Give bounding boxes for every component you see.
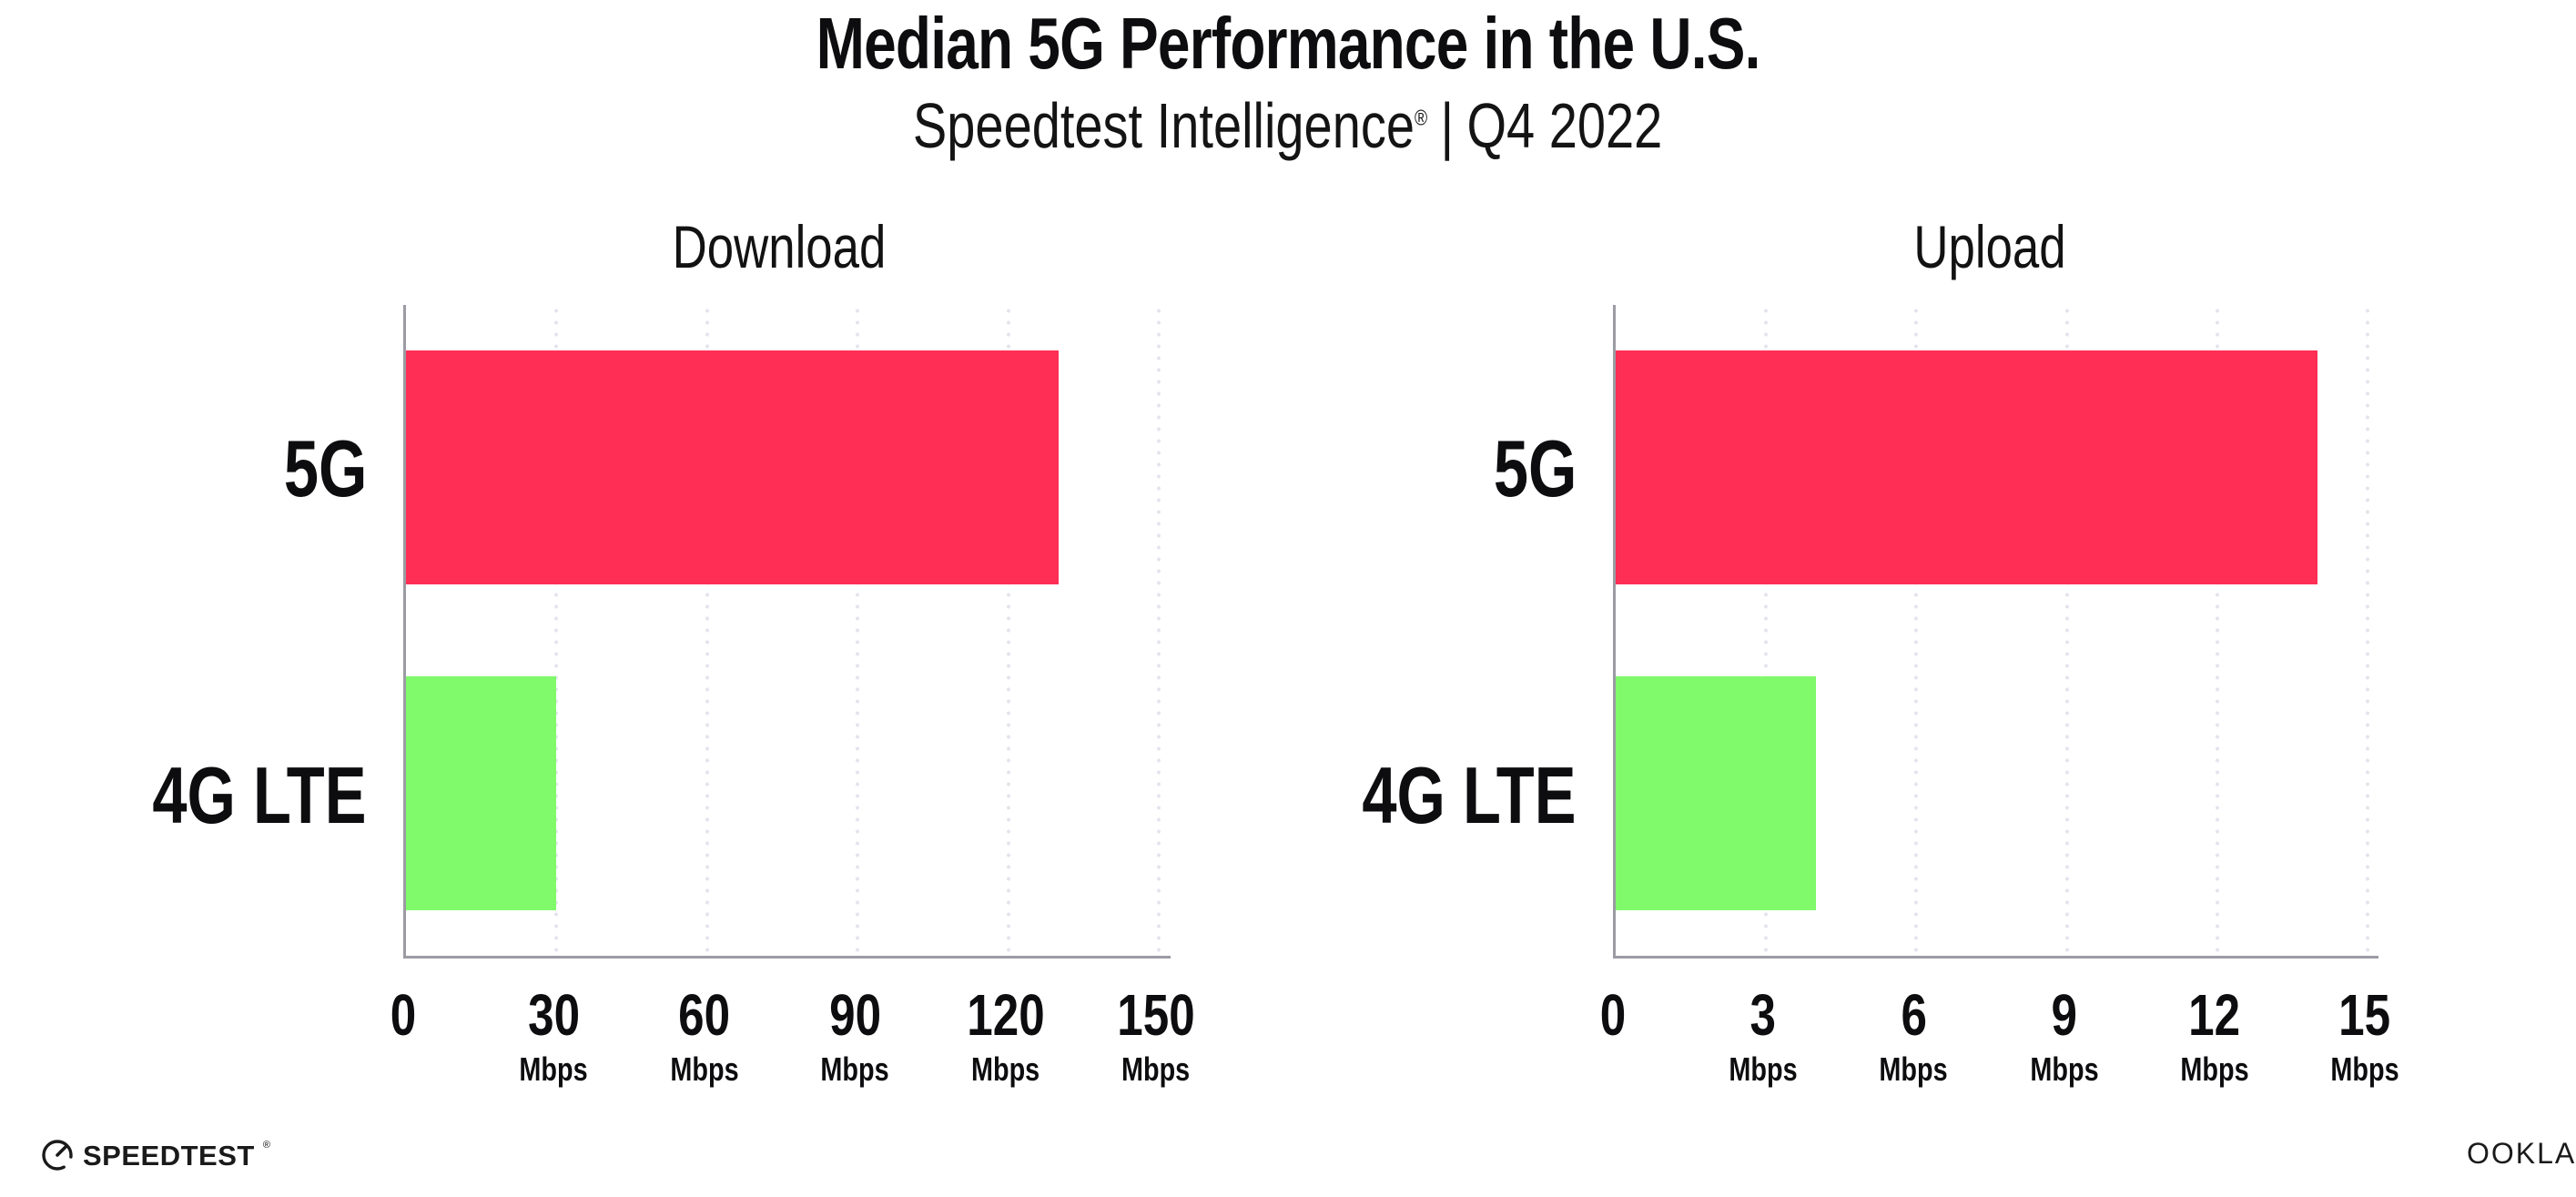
download-gridline-150 bbox=[1156, 305, 1161, 956]
x-tick-value: 90 bbox=[828, 982, 881, 1048]
x-tick-value: 9 bbox=[2051, 982, 2077, 1048]
download-category-label-5g: 5G bbox=[260, 422, 367, 513]
page-title: Median 5G Performance in the U.S. bbox=[0, 4, 2576, 84]
download-x-axis-labels: 0 30 Mbps 60 Mbps 90 Mbps 120 Mbps 150 Mbps bbox=[390, 986, 1195, 1104]
x-tick-unit: Mbps bbox=[2330, 1050, 2399, 1088]
bar-4g-lte-download bbox=[406, 675, 557, 910]
x-tick-value: 15 bbox=[2338, 982, 2391, 1048]
page-subtitle: Speedtest Intelligence® | Q4 2022 bbox=[0, 91, 2576, 161]
x-tick-value: 60 bbox=[678, 982, 731, 1048]
x-tick-value: 0 bbox=[1599, 982, 1627, 1048]
upload-x-tick-12: 12 Mbps bbox=[2172, 986, 2257, 1086]
x-tick-unit: Mbps bbox=[820, 1050, 889, 1088]
speedtest-logo: SPEEDTEST ® bbox=[40, 1138, 270, 1172]
download-x-tick-0: 0 bbox=[387, 986, 420, 1044]
category-label-text: 4G LTE bbox=[152, 749, 367, 840]
upload-plot-area bbox=[1613, 305, 2378, 959]
download-gridline-90 bbox=[855, 305, 860, 956]
download-gridline-120 bbox=[1006, 305, 1011, 956]
x-tick-unit: Mbps bbox=[1879, 1050, 1948, 1088]
upload-x-tick-3: 3 Mbps bbox=[1720, 986, 1806, 1086]
upload-chart-title: Upload bbox=[1913, 213, 2066, 280]
upload-x-tick-0: 0 bbox=[1597, 986, 1629, 1044]
upload-gridline-6 bbox=[1913, 305, 1919, 956]
category-label-text: 5G bbox=[1493, 422, 1577, 513]
x-tick-value: 3 bbox=[1749, 982, 1777, 1048]
subtitle-separator: | bbox=[1440, 90, 1455, 161]
download-chart-title: Download bbox=[672, 213, 887, 280]
x-tick-unit: Mbps bbox=[1729, 1050, 1798, 1088]
speedtest-logo-text: SPEEDTEST bbox=[83, 1139, 255, 1172]
speedtest-registered-mark: ® bbox=[262, 1140, 270, 1151]
download-x-tick-120: 120 Mbps bbox=[957, 986, 1054, 1086]
bar-5g-download bbox=[406, 350, 1059, 585]
registered-mark: ® bbox=[1415, 106, 1428, 131]
download-plot-area bbox=[403, 305, 1171, 959]
x-tick-unit: Mbps bbox=[1121, 1050, 1191, 1088]
ookla-logo: OOKLA® bbox=[2467, 1139, 2576, 1168]
download-x-tick-60: 60 Mbps bbox=[662, 986, 747, 1086]
x-tick-value: 6 bbox=[1901, 982, 1927, 1048]
x-tick-value: 0 bbox=[390, 982, 417, 1048]
x-tick-unit: Mbps bbox=[519, 1050, 588, 1088]
upload-category-label-4g-lte: 4G LTE bbox=[1302, 749, 1577, 840]
subtitle-period: Q4 2022 bbox=[1466, 90, 1663, 161]
download-x-tick-30: 30 Mbps bbox=[511, 986, 596, 1086]
download-category-label-4g-lte: 4G LTE bbox=[92, 749, 367, 840]
download-x-tick-150: 150 Mbps bbox=[1108, 986, 1205, 1086]
download-x-tick-90: 90 Mbps bbox=[812, 986, 898, 1086]
upload-category-axis: 5G 4G LTE bbox=[1285, 305, 1577, 959]
upload-x-tick-9: 9 Mbps bbox=[2022, 986, 2107, 1086]
download-category-axis: 5G 4G LTE bbox=[76, 305, 367, 959]
x-tick-unit: Mbps bbox=[970, 1050, 1040, 1088]
x-tick-value: 120 bbox=[966, 982, 1045, 1048]
subtitle-brand: Speedtest Intelligence bbox=[913, 90, 1415, 161]
upload-x-tick-6: 6 Mbps bbox=[1871, 986, 1956, 1086]
upload-gridline-3 bbox=[1763, 305, 1769, 956]
upload-x-axis-labels: 0 3 Mbps 6 Mbps 9 Mbps 12 Mbps 15 Mbps bbox=[1600, 986, 2399, 1104]
x-tick-unit: Mbps bbox=[2029, 1050, 2099, 1088]
x-tick-unit: Mbps bbox=[2180, 1050, 2249, 1088]
speedtest-gauge-icon bbox=[42, 1140, 73, 1171]
ookla-logo-text: OOKLA bbox=[2467, 1137, 2576, 1170]
category-label-text: 5G bbox=[283, 422, 367, 513]
bar-5g-upload bbox=[1616, 350, 2317, 585]
x-tick-value: 30 bbox=[527, 982, 580, 1048]
x-tick-unit: Mbps bbox=[670, 1050, 739, 1088]
upload-gridline-9 bbox=[2064, 305, 2070, 956]
bar-4g-lte-upload bbox=[1616, 675, 1817, 910]
upload-gridline-12 bbox=[2215, 305, 2220, 956]
x-tick-value: 150 bbox=[1117, 982, 1195, 1048]
upload-gridline-15 bbox=[2365, 305, 2370, 956]
download-gridline-60 bbox=[705, 305, 710, 956]
download-gridline-30 bbox=[553, 305, 559, 956]
x-tick-value: 12 bbox=[2188, 982, 2241, 1048]
page-title-text: Median 5G Performance in the U.S. bbox=[816, 3, 1761, 84]
upload-x-tick-15: 15 Mbps bbox=[2322, 986, 2408, 1086]
category-label-text: 4G LTE bbox=[1362, 749, 1577, 840]
upload-category-label-5g: 5G bbox=[1470, 422, 1577, 513]
